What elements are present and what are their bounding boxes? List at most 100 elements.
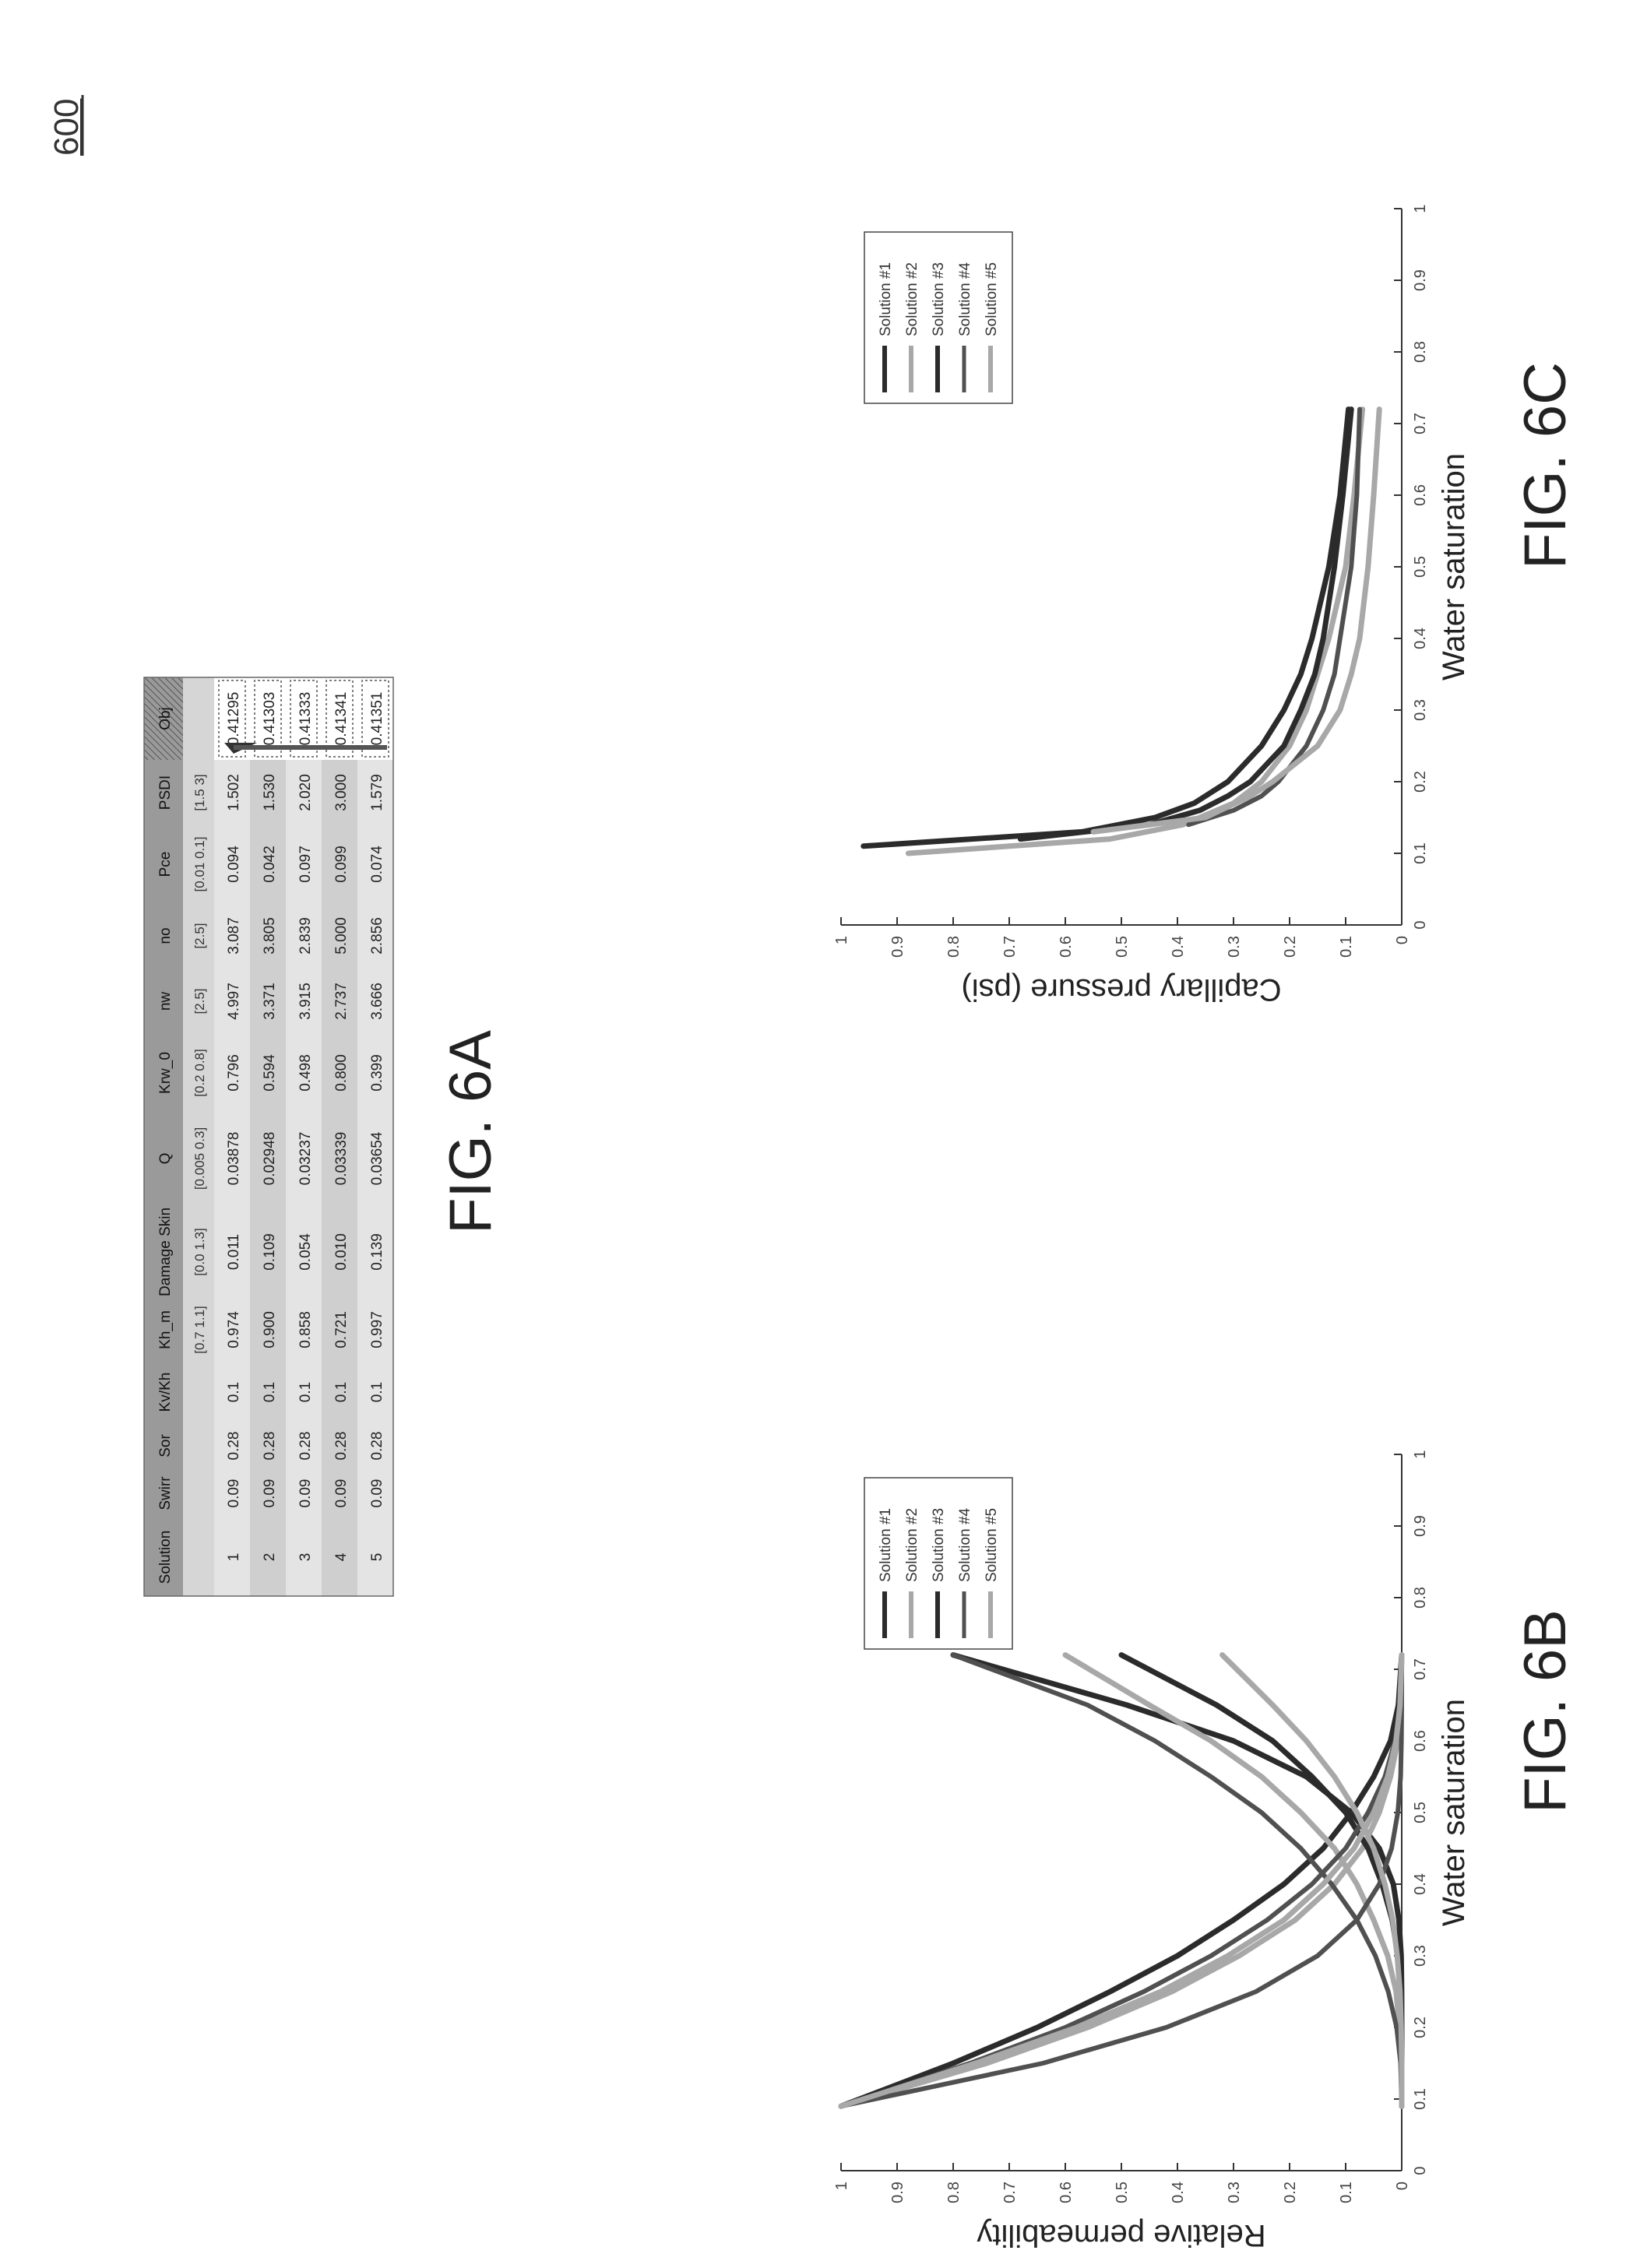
- series-line: [1017, 406, 1354, 842]
- table-cell: 0.796: [226, 1054, 242, 1092]
- table-cell: 3.371: [262, 983, 278, 1020]
- table-cell: 0.099: [333, 846, 350, 883]
- table-cell: 5.000: [333, 917, 350, 955]
- table-row-band: [322, 760, 357, 1596]
- table-row-band: [357, 760, 393, 1596]
- table-cell: 1.502: [226, 774, 242, 811]
- figure-number: 600: [48, 99, 86, 156]
- x-tick-label: 0.3: [1412, 1945, 1429, 1967]
- legend-box: [864, 231, 1013, 404]
- y-tick-label: 0.2: [1282, 936, 1299, 958]
- table-cell: 0.1: [297, 1382, 314, 1402]
- table-header-cell: Kh_m: [157, 1310, 174, 1349]
- x-tick-label: 0.9: [1412, 1515, 1429, 1537]
- x-tick-label: 0.6: [1412, 1730, 1429, 1752]
- legend-entry: Solution #3: [931, 1508, 947, 1582]
- x-tick-label: 0.5: [1412, 1802, 1429, 1823]
- y-tick-label: 0: [1394, 2182, 1411, 2190]
- table-cell: 2.020: [297, 774, 314, 811]
- objective-cell: 0.41295: [226, 692, 242, 746]
- table-cell: 2: [262, 1553, 278, 1562]
- table-cell: 0.097: [297, 846, 314, 883]
- table-cell: 5: [369, 1553, 385, 1562]
- fig6c-capillary-pressure-chart: 0 0.1 0.2 0.3 0.4 0.5 0.6 0.7 0.8 0.9 1 0 0.1 0.2 0.3 0…: [833, 204, 1471, 1007]
- table-cell: 0.594: [262, 1054, 278, 1092]
- table-cell: 0.09: [369, 1479, 385, 1508]
- y-tick-label: 0.6: [1058, 936, 1075, 958]
- table-cell: 0.09: [297, 1479, 314, 1508]
- series-line: [839, 1652, 1404, 2109]
- series-line: [838, 1652, 1405, 2109]
- table-header-cell: Q: [157, 1153, 174, 1165]
- objective-cell-box: [361, 680, 389, 758]
- y-tick-label: 0.3: [1226, 2182, 1243, 2203]
- table-cell: 0.042: [262, 846, 278, 883]
- table-frame: [143, 677, 394, 1597]
- table-cell: 0.109: [262, 1233, 278, 1271]
- x-tick-label: 0.8: [1412, 1587, 1429, 1609]
- series-line: [1220, 1652, 1405, 2109]
- table-cell: 3.666: [369, 983, 385, 1020]
- table-cell: 0.011: [226, 1234, 242, 1270]
- table-cell: 0.03237: [297, 1132, 314, 1186]
- y-tick-label: 0.8: [945, 936, 963, 958]
- objective-cell-box: [290, 680, 318, 758]
- table-range-cell: [1.5 3]: [192, 774, 207, 811]
- table-cell: 0.09: [333, 1479, 350, 1508]
- table-cell: 0.28: [369, 1432, 385, 1461]
- table-row-band: [214, 760, 250, 1596]
- x-tick-label: 0.1: [1412, 842, 1429, 864]
- table-range-cell: [2.5]: [192, 923, 207, 948]
- y-tick-label: 0.8: [945, 2182, 963, 2203]
- legend-entry: Solution #1: [878, 262, 894, 336]
- table-cell: 0.28: [226, 1432, 242, 1461]
- y-axis-label: Capillary pressure (psi): [961, 972, 1281, 1007]
- table-cell: 0.02948: [262, 1132, 278, 1186]
- x-tick-label: 0.4: [1412, 1873, 1429, 1895]
- fig6c-caption: FIG. 6C: [1512, 362, 1578, 569]
- y-tick-label: 1: [833, 2182, 850, 2190]
- table-header-cell: no: [157, 927, 174, 944]
- x-tick-label: 0.9: [1412, 269, 1429, 291]
- table-cell: 0.1: [369, 1382, 385, 1402]
- table-header-cell: Krw_0: [157, 1052, 174, 1094]
- y-tick-label: 0.9: [889, 2182, 906, 2203]
- table-cell: 0.28: [262, 1432, 278, 1461]
- objective-cell-box: [254, 680, 282, 758]
- fig6a-caption: FIG. 6A: [438, 1030, 504, 1234]
- x-tick-label: 0.6: [1412, 484, 1429, 506]
- table-cell: 3.805: [262, 917, 278, 955]
- table-range-cell: [0.2 0.8]: [192, 1049, 207, 1096]
- table-cell: 4.997: [226, 983, 242, 1020]
- table-cell: 0.997: [369, 1311, 385, 1348]
- table-row-band: [286, 760, 322, 1596]
- table-header-cell: Kv/Kh: [157, 1373, 174, 1412]
- table-range-cell: [0.7 1.1]: [192, 1306, 207, 1353]
- y-tick-label: 0: [1394, 936, 1411, 944]
- table-cell: 0.03878: [226, 1132, 242, 1186]
- table-cell: 2.856: [369, 917, 385, 955]
- table-header-cell: Solution: [157, 1531, 174, 1584]
- x-tick-label: 0.8: [1412, 341, 1429, 363]
- x-tick-label: 1: [1412, 204, 1429, 213]
- table-cell: 1.530: [262, 774, 278, 811]
- table-cell: 0.1: [262, 1382, 278, 1402]
- series-line: [1090, 406, 1382, 835]
- objective-cell: 0.41303: [262, 692, 278, 746]
- y-tick-label: 0.3: [1226, 936, 1243, 958]
- table-cell: 0.139: [369, 1233, 385, 1271]
- table-header-band: [144, 677, 183, 1596]
- y-axis-label: Relative permeability: [977, 2218, 1265, 2252]
- y-tick-label: 0.7: [1001, 936, 1019, 958]
- series-line: [861, 406, 1352, 849]
- x-axis-label: Water saturation: [1437, 1699, 1471, 1926]
- objective-cell: 0.41351: [369, 692, 385, 746]
- table-cell: 2.737: [333, 983, 350, 1020]
- table-range-cell: [0.0 1.3]: [192, 1228, 207, 1275]
- table-cell: 0.28: [333, 1432, 350, 1461]
- y-tick-label: 0.4: [1170, 936, 1187, 958]
- x-tick-label: 1: [1412, 1450, 1429, 1458]
- table-cell: 0.094: [226, 846, 242, 883]
